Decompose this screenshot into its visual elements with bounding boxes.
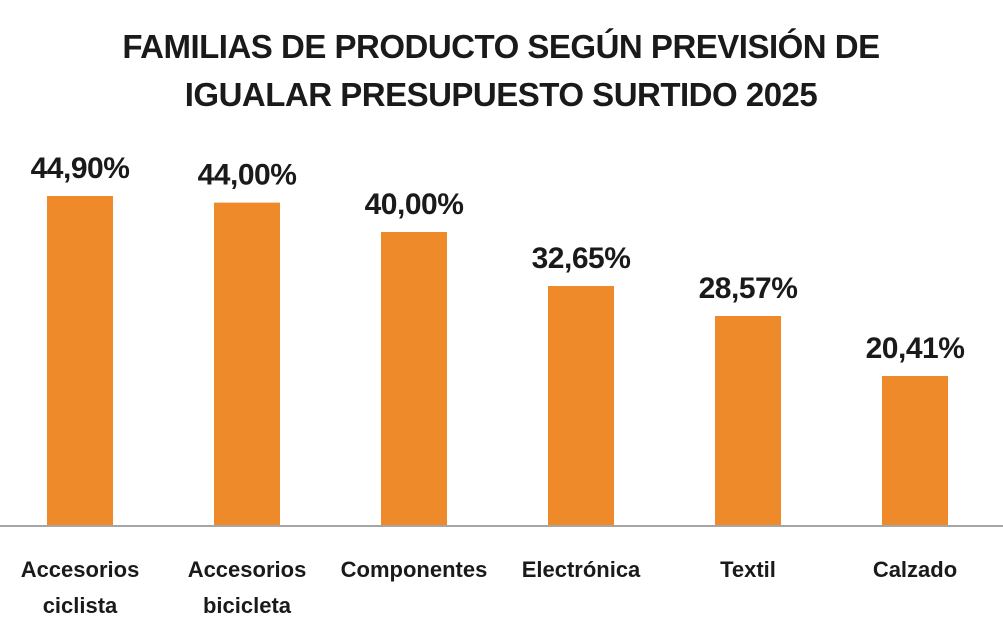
category-label-1-line-2: bicicleta: [203, 593, 292, 618]
category-label-3: Electrónica: [522, 557, 641, 582]
bar-5: [882, 375, 948, 526]
chart-title: FAMILIAS DE PRODUCTO SEGÚN PREVISIÓN DE …: [122, 28, 880, 113]
bars-group: [47, 195, 948, 527]
value-label-1: 44,00%: [198, 159, 297, 192]
category-label-5: Calzado: [873, 557, 957, 582]
category-label-0-line-1: Accesorios: [21, 557, 140, 582]
bar-3: [548, 286, 614, 526]
value-labels-group: 44,90% 44,00% 40,00% 32,65% 28,57% 20,41%: [31, 152, 965, 365]
category-label-0-line-2: ciclista: [43, 593, 118, 618]
chart-title-line-2: IGUALAR PRESUPUESTO SURTIDO 2025: [185, 76, 818, 113]
category-label-4: Textil: [720, 557, 776, 582]
value-label-0: 44,90%: [31, 152, 130, 185]
chart-title-line-1: FAMILIAS DE PRODUCTO SEGÚN PREVISIÓN DE: [122, 28, 879, 65]
category-label-2: Componentes: [341, 557, 488, 582]
category-labels-group: Accesorios ciclista Accesorios bicicleta Com…: [21, 557, 957, 618]
category-label-1-line-1: Accesorios: [188, 557, 307, 582]
bar-0: [47, 195, 113, 527]
value-label-2: 40,00%: [365, 188, 464, 221]
value-label-3: 32,65%: [532, 242, 631, 275]
value-label-4: 28,57%: [699, 272, 798, 305]
bar-4: [715, 316, 781, 526]
value-label-5: 20,41%: [866, 332, 965, 365]
bar-1: [214, 202, 280, 526]
bar-2: [381, 232, 447, 526]
